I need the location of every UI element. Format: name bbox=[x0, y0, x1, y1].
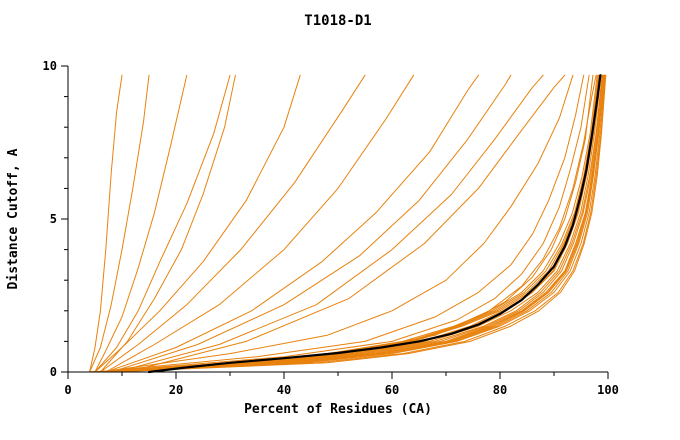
model-curve bbox=[89, 74, 599, 373]
model-curve bbox=[89, 74, 123, 373]
axes: 0 20 40 60 80 100 0 5 10 bbox=[43, 59, 619, 397]
model-curve bbox=[126, 74, 566, 373]
model-curve bbox=[89, 74, 600, 373]
x-axis-title: Percent of Residues (CA) bbox=[244, 402, 432, 417]
model-curve bbox=[110, 74, 607, 373]
model-curve bbox=[99, 74, 605, 373]
model-curve bbox=[105, 74, 415, 373]
model-curve bbox=[99, 74, 590, 373]
x-tick-label: 80 bbox=[493, 383, 507, 397]
chart-title: T1018-D1 bbox=[304, 13, 371, 29]
model-curve bbox=[99, 74, 574, 373]
model-curve bbox=[105, 74, 606, 373]
x-tick-label: 40 bbox=[277, 383, 291, 397]
x-tick-label: 60 bbox=[385, 383, 399, 397]
y-tick-label: 10 bbox=[43, 59, 57, 73]
model-curve bbox=[110, 74, 512, 373]
model-curve bbox=[99, 74, 604, 373]
model-curve bbox=[105, 74, 594, 373]
y-tick-label: 0 bbox=[50, 365, 57, 379]
model-curve bbox=[105, 74, 606, 373]
model-curve bbox=[94, 74, 188, 373]
model-curve bbox=[99, 74, 605, 373]
y-tick-label: 5 bbox=[50, 212, 57, 226]
model-curve bbox=[105, 74, 479, 373]
model-curve bbox=[89, 74, 598, 373]
model-curve bbox=[94, 74, 604, 373]
x-tick-label: 20 bbox=[169, 383, 183, 397]
model-curve bbox=[94, 74, 231, 373]
model-curve bbox=[89, 74, 600, 373]
model-curve bbox=[94, 74, 301, 373]
model-curve bbox=[94, 74, 602, 373]
model-curve bbox=[89, 74, 150, 373]
model-curves bbox=[89, 74, 607, 374]
model-curve bbox=[110, 74, 597, 373]
model-curve bbox=[94, 74, 585, 373]
model-curve bbox=[99, 74, 605, 373]
y-axis-title: Distance Cutoff, A bbox=[6, 148, 21, 289]
model-curve bbox=[94, 74, 603, 373]
x-tick-label: 0 bbox=[64, 383, 71, 397]
x-tick-label: 100 bbox=[597, 383, 619, 397]
reference-curve bbox=[147, 74, 602, 374]
model-curve bbox=[116, 74, 544, 373]
model-curve bbox=[99, 74, 366, 373]
model-curve bbox=[99, 74, 236, 373]
